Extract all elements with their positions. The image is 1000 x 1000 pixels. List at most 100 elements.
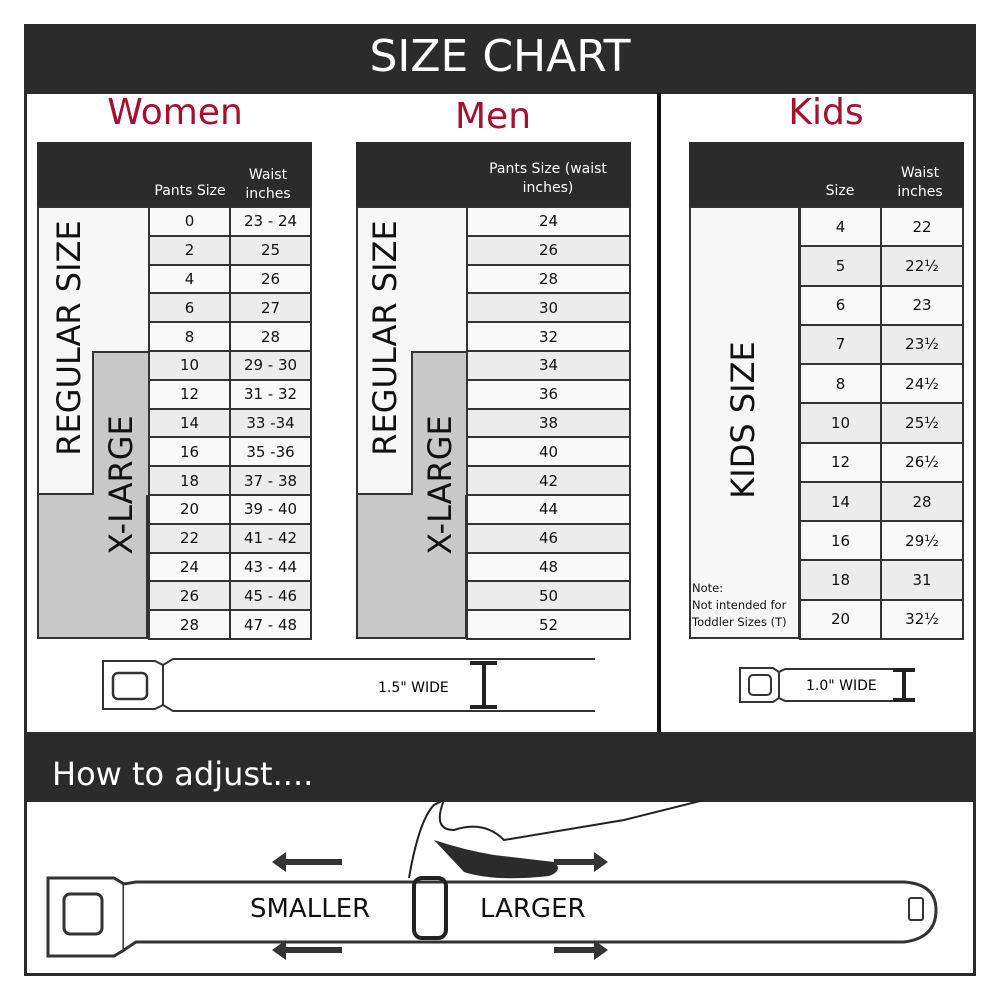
women-pants-size-cell: 2: [148, 234, 231, 266]
men-pants-size-cell: 52: [466, 609, 631, 640]
kids-table-header: Size Waist inches: [689, 142, 964, 208]
kids-note: Note: Not intended for Toddler Sizes (T): [692, 580, 792, 631]
women-waist-cell: 23 - 24: [229, 206, 312, 237]
kids-waist-cell: 32½: [880, 598, 964, 640]
men-title: Men: [454, 96, 532, 137]
women-waist-cell: 29 - 30: [229, 350, 312, 381]
kids-size-cell: 14: [799, 480, 882, 523]
women-waist-cell: 31 - 32: [229, 378, 312, 410]
women-pants-size-cell: 24: [148, 551, 231, 583]
women-pants-size-cell: 18: [148, 465, 231, 496]
kids-size-cell: 20: [799, 598, 882, 640]
adjust-illustration: [46, 800, 938, 960]
kids-size-cell: 16: [799, 520, 882, 562]
women-pants-size-cell: 20: [148, 494, 231, 525]
women-width-label: 1.5" WIDE: [378, 680, 449, 696]
men-pants-size-cell: 44: [466, 494, 631, 525]
women-col-waist: Waist inches: [245, 167, 291, 202]
kids-size-cell: 8: [799, 363, 882, 405]
larger-label: LARGER: [480, 894, 586, 924]
arrow-right-icon: [554, 940, 608, 960]
adjust-title: How to adjust....: [24, 732, 976, 802]
men-pants-size-cell: 40: [466, 436, 631, 468]
women-waist-cell: 47 - 48: [229, 609, 312, 640]
women-pants-size-cell: 8: [148, 321, 231, 352]
women-pants-size-cell: 22: [148, 522, 231, 554]
kids-waist-cell: 22: [880, 206, 964, 248]
women-xlarge-label: X-LARGE: [102, 415, 140, 555]
men-pants-size-cell: 26: [466, 234, 631, 266]
kids-waist-cell: 22½: [880, 245, 964, 287]
kids-width-label: 1.0" WIDE: [806, 678, 877, 694]
women-pants-size-cell: 14: [148, 407, 231, 439]
note-heading: Note:: [692, 581, 724, 595]
belt-1-0-illustration: [739, 667, 915, 703]
women-pants-size-cell: 0: [148, 206, 231, 237]
men-pants-size-cell: 24: [466, 206, 631, 237]
men-table-header: Pants Size (waist inches): [356, 142, 631, 208]
men-pants-size-cell: 48: [466, 551, 631, 583]
men-pants-size-cell: 38: [466, 407, 631, 439]
women-waist-cell: 39 - 40: [229, 494, 312, 525]
women-waist-cell: 25: [229, 234, 312, 266]
kids-size-cell: 10: [799, 402, 882, 444]
men-pants-size-cell: 30: [466, 292, 631, 324]
kids-waist-cell: 29½: [880, 520, 964, 562]
women-waist-cell: 27: [229, 292, 312, 324]
page-title: SIZE CHART: [24, 24, 976, 94]
kids-size-cell: 6: [799, 284, 882, 326]
men-pants-size-cell: 42: [466, 465, 631, 496]
divider: [657, 93, 661, 733]
kids-waist-cell: 26½: [880, 441, 964, 483]
men-pants-size-cell: 36: [466, 378, 631, 410]
women-title: Women: [107, 92, 243, 133]
kids-waist-cell: 28: [880, 480, 964, 523]
women-table-header: Pants Size Waist inches: [37, 142, 312, 208]
men-pants-size-cell: 46: [466, 522, 631, 554]
women-pants-size-cell: 6: [148, 292, 231, 324]
kids-size-cell: 5: [799, 245, 882, 287]
kids-col-size: Size: [825, 183, 855, 199]
kids-size-cell: 4: [799, 206, 882, 248]
men-col-pants: Pants Size (waist inches): [489, 161, 607, 196]
men-pants-size-cell: 34: [466, 350, 631, 381]
note-text: Not intended for Toddler Sizes (T): [692, 598, 787, 629]
kids-size-cell: 18: [799, 559, 882, 601]
women-col-pants: Pants Size: [154, 183, 226, 199]
men-pants-size-cell: 50: [466, 580, 631, 612]
men-regular-label: REGULAR SIZE: [366, 220, 404, 456]
women-waist-cell: 45 - 46: [229, 580, 312, 612]
women-regular-label: REGULAR SIZE: [50, 220, 88, 456]
kids-waist-cell: 24½: [880, 363, 964, 405]
women-pants-size-cell: 16: [148, 436, 231, 468]
women-pants-size-cell: 12: [148, 378, 231, 410]
women-waist-cell: 28: [229, 321, 312, 352]
kids-size-label: KIDS SIZE: [724, 341, 762, 499]
arrow-right-icon: [554, 852, 608, 872]
smaller-label: SMALLER: [250, 894, 371, 924]
women-pants-size-cell: 10: [148, 350, 231, 381]
men-pants-size-cell: 28: [466, 263, 631, 295]
belt-1-5-illustration: [102, 658, 595, 712]
kids-size-cell: 12: [799, 441, 882, 483]
women-pants-size-cell: 26: [148, 580, 231, 612]
arrow-left-icon: [272, 852, 342, 872]
men-pants-size-cell: 32: [466, 321, 631, 352]
kids-title: Kids: [788, 92, 864, 133]
men-xlarge-label: X-LARGE: [421, 415, 459, 555]
women-pants-size-cell: 4: [148, 263, 231, 295]
women-pants-size-cell: 28: [148, 609, 231, 640]
kids-size-cell: 7: [799, 323, 882, 366]
women-waist-cell: 35 -36: [229, 436, 312, 468]
women-waist-cell: 33 -34: [229, 407, 312, 439]
kids-waist-cell: 25½: [880, 402, 964, 444]
kids-waist-cell: 31: [880, 559, 964, 601]
women-waist-cell: 43 - 44: [229, 551, 312, 583]
kids-col-waist: Waist inches: [897, 165, 943, 200]
women-waist-cell: 26: [229, 263, 312, 295]
kids-waist-cell: 23: [880, 284, 964, 326]
arrow-left-icon: [272, 940, 342, 960]
women-waist-cell: 37 - 38: [229, 465, 312, 496]
women-waist-cell: 41 - 42: [229, 522, 312, 554]
kids-waist-cell: 23½: [880, 323, 964, 366]
